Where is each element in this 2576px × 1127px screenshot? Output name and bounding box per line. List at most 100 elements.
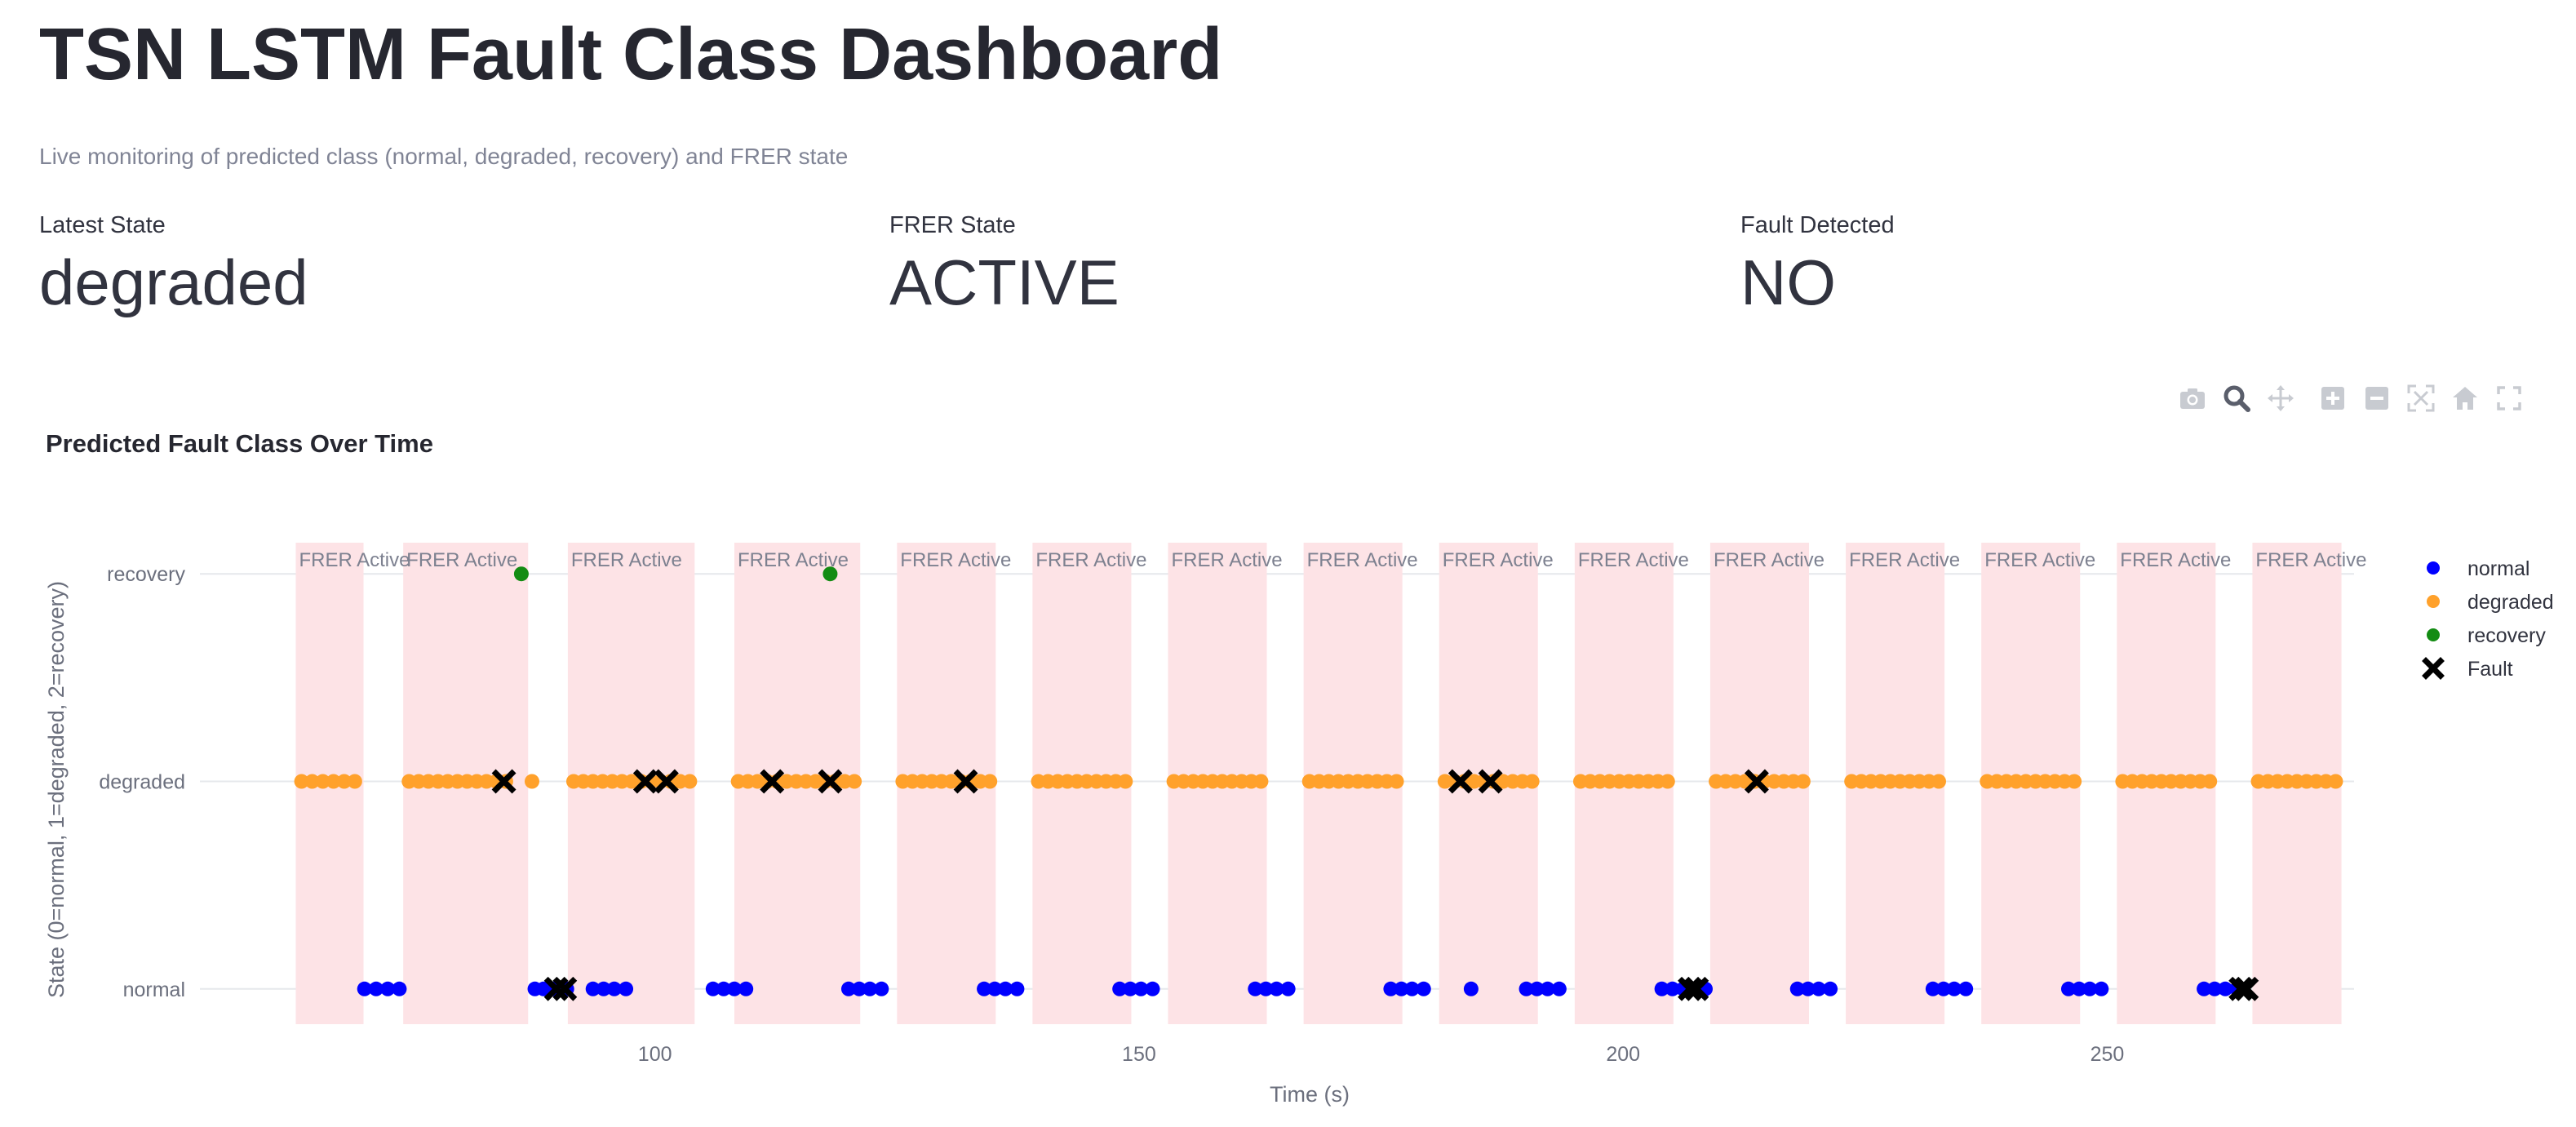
- normal-point: [2218, 981, 2233, 996]
- x-axis-label: Time (s): [1270, 1082, 1350, 1107]
- legend-item-recovery[interactable]: recovery: [2427, 624, 2546, 647]
- degraded-point: [1795, 774, 1811, 789]
- fault-marker: [491, 769, 517, 794]
- fault-marker-stroke: [1684, 976, 1709, 1001]
- normal-point: [2197, 981, 2212, 996]
- metric-label: Latest State: [39, 212, 166, 238]
- degraded-point: [315, 774, 330, 789]
- pan-icon[interactable]: [2259, 382, 2303, 415]
- normal-point: [1789, 981, 1805, 996]
- degraded-point: [524, 774, 539, 789]
- degraded-point: [682, 774, 698, 789]
- degraded-point: [1931, 774, 1946, 789]
- frer-band-label: FRER Active: [1714, 549, 1824, 571]
- fault-marker: [654, 769, 679, 794]
- normal-point: [1665, 981, 1680, 996]
- x-tick-label: 100: [638, 1043, 672, 1066]
- fault-marker-stroke: [1448, 769, 1473, 794]
- legend-fault-marker-stroke: [2422, 657, 2445, 680]
- legend-fault-marker: [2422, 657, 2445, 680]
- fault-marker: [760, 769, 785, 794]
- chart-axes: normal degraded recovery 100 150 200 250: [99, 563, 2124, 1066]
- autoscale-icon[interactable]: [2399, 382, 2443, 415]
- normal-point: [1551, 981, 1567, 996]
- normal-point: [1463, 981, 1479, 996]
- normal-point: [1269, 981, 1284, 996]
- legend-item-degraded[interactable]: degraded: [2427, 591, 2554, 614]
- frer-band-label: FRER Active: [1307, 549, 1418, 571]
- frer-band-label: FRER Active: [1984, 549, 2095, 571]
- fault-marker-stroke: [760, 769, 785, 794]
- fault-marker-stroke: [1678, 976, 1702, 1001]
- metric-value: ACTIVE: [889, 246, 1120, 318]
- normal-point: [368, 981, 384, 996]
- normal-point: [1823, 981, 1838, 996]
- legend-item-fault[interactable]: Fault: [2422, 657, 2513, 681]
- normal-point: [1248, 981, 1263, 996]
- normal-point: [2207, 981, 2223, 996]
- fault-marker: [2234, 976, 2259, 1001]
- normal-point: [1383, 981, 1399, 996]
- x-tick-label: 150: [1122, 1043, 1156, 1066]
- legend-item-normal[interactable]: normal: [2427, 557, 2529, 580]
- degraded-point: [1253, 774, 1269, 789]
- camera-icon[interactable]: [2170, 382, 2215, 415]
- normal-point: [716, 981, 731, 996]
- degraded-point: [294, 774, 309, 789]
- frer-band-label: FRER Active: [1443, 549, 1554, 571]
- normal-point: [1529, 981, 1545, 996]
- fault-marker-stroke: [491, 769, 517, 794]
- metric-latest-state: Latest State degraded: [39, 212, 610, 314]
- legend-label: recovery: [2467, 624, 2546, 647]
- zoom-in-icon[interactable]: [2311, 382, 2355, 415]
- normal-point: [1280, 981, 1296, 996]
- zoom-out-icon[interactable]: [2355, 382, 2399, 415]
- normal-point: [2082, 981, 2098, 996]
- chart-legend[interactable]: normal degraded recovery Fault: [2422, 557, 2554, 681]
- fault-marker: [953, 769, 978, 794]
- normal-point: [380, 981, 396, 996]
- normal-point: [738, 981, 754, 996]
- degraded-point: [847, 774, 862, 789]
- normal-point: [1416, 981, 1431, 996]
- normal-point: [1133, 981, 1149, 996]
- normal-point: [2060, 981, 2076, 996]
- fault-marker: [818, 769, 843, 794]
- fault-class-chart: Predicted Fault Class Over Time FRER Act…: [44, 429, 2554, 1107]
- fault-marker: [1448, 769, 1473, 794]
- x-tick-label: 200: [1606, 1043, 1640, 1066]
- fault-marker: [552, 976, 578, 1001]
- normal-point: [2094, 981, 2109, 996]
- normal-point: [1112, 981, 1128, 996]
- y-tick-label: recovery: [107, 563, 185, 586]
- fault-marker-stroke: [1744, 769, 1769, 794]
- degraded-point: [304, 774, 320, 789]
- frer-band-label: FRER Active: [406, 549, 517, 571]
- zoom-icon[interactable]: [2215, 382, 2259, 415]
- degraded-point: [2328, 774, 2343, 789]
- normal-point: [840, 981, 856, 996]
- y-tick-label: normal: [123, 978, 185, 1001]
- metric-fault-detected: Fault Detected NO: [1740, 212, 2312, 314]
- normal-point: [998, 981, 1013, 996]
- degraded-point: [982, 774, 998, 789]
- frer-band-label: FRER Active: [1172, 549, 1283, 571]
- chart-points: [294, 566, 2343, 1001]
- frer-band-label: FRER Active: [1035, 549, 1146, 571]
- fullscreen-icon[interactable]: [2487, 382, 2531, 415]
- normal-point: [1404, 981, 1420, 996]
- normal-point: [726, 981, 742, 996]
- normal-point: [1258, 981, 1274, 996]
- legend-label: normal: [2467, 557, 2529, 580]
- normal-point: [1654, 981, 1669, 996]
- normal-point: [852, 981, 867, 996]
- frer-band-label: FRER Active: [571, 549, 682, 571]
- degraded-point: [1524, 774, 1540, 789]
- normal-point: [874, 981, 889, 996]
- normal-point: [1009, 981, 1025, 996]
- chart-modebar: [2170, 382, 2531, 415]
- fault-marker-stroke: [632, 769, 658, 794]
- normal-point: [1925, 981, 1940, 996]
- reset-axes-icon[interactable]: [2443, 382, 2487, 415]
- metric-frer-state: FRER State ACTIVE: [889, 212, 1461, 314]
